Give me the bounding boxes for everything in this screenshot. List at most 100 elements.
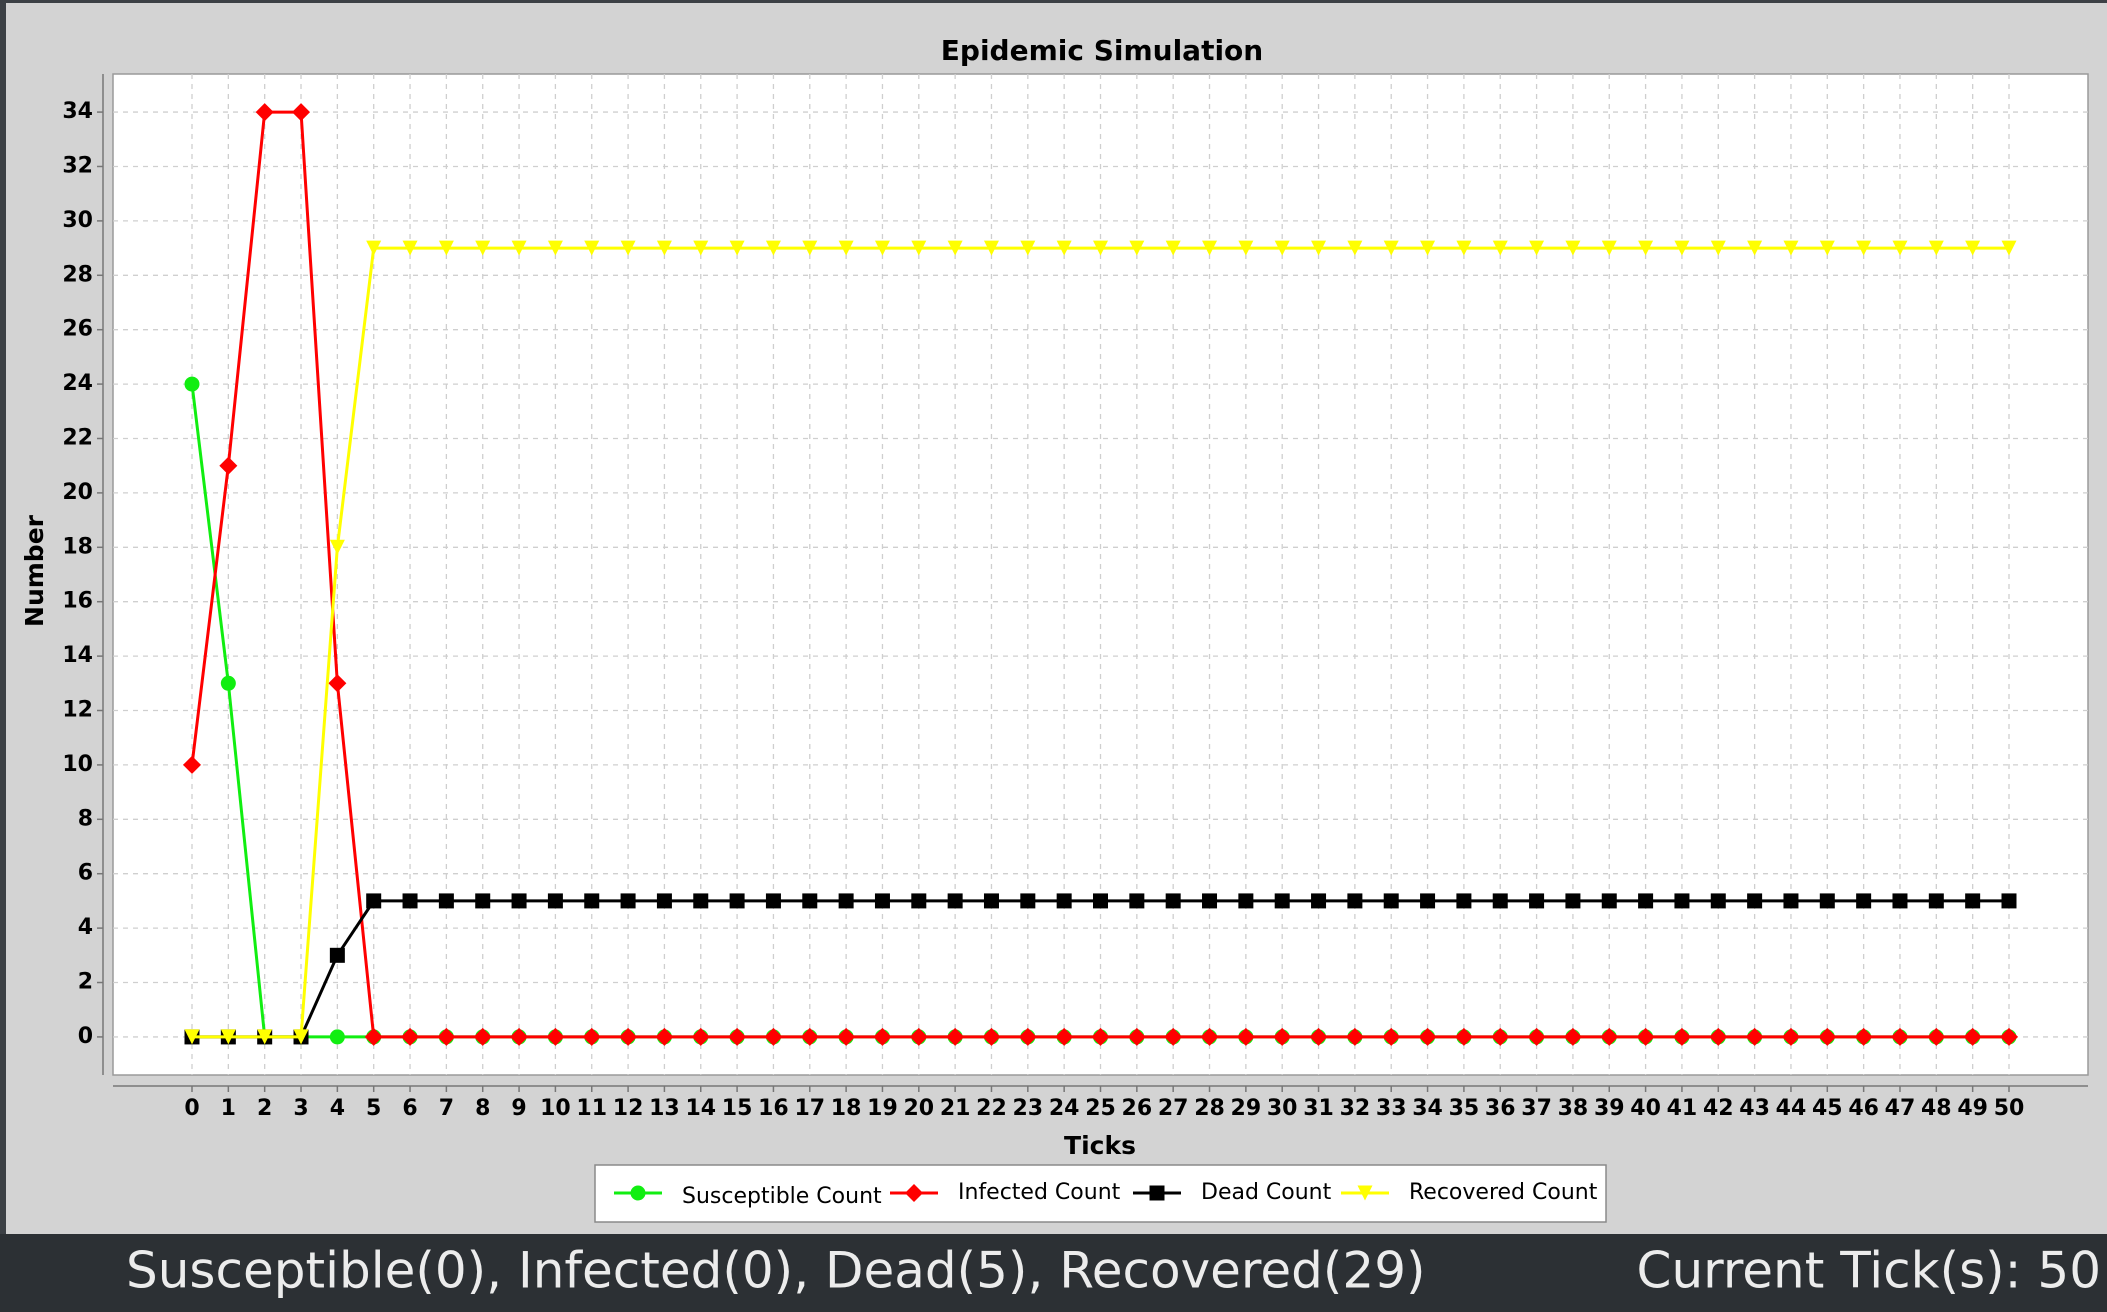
data-point bbox=[1491, 1027, 1510, 1046]
data-point bbox=[620, 893, 636, 909]
data-point bbox=[401, 1027, 420, 1046]
data-point bbox=[1527, 1027, 1546, 1046]
data-point bbox=[983, 893, 999, 909]
data-point bbox=[1274, 893, 1290, 909]
x-tick-label: 22 bbox=[976, 1096, 1007, 1121]
legend bbox=[594, 1164, 1607, 1223]
chart-title: Epidemic Simulation bbox=[941, 34, 1263, 67]
status-tick: Current Tick(s): 50 bbox=[1637, 1242, 2101, 1300]
data-point bbox=[1638, 240, 1654, 256]
data-point bbox=[693, 240, 709, 256]
data-point bbox=[1309, 1027, 1328, 1046]
x-axis-label: Ticks bbox=[1064, 1131, 1136, 1160]
x-tick-label: 13 bbox=[649, 1096, 680, 1121]
legend-label: Recovered Count bbox=[1409, 1180, 1598, 1205]
data-point bbox=[838, 893, 854, 909]
data-point bbox=[1093, 893, 1108, 909]
y-tick-label: 16 bbox=[62, 589, 93, 614]
x-tick-label: 34 bbox=[1412, 1096, 1443, 1121]
data-point bbox=[511, 240, 527, 256]
data-point bbox=[729, 893, 745, 909]
data-point bbox=[728, 1027, 747, 1046]
data-point bbox=[1347, 240, 1363, 256]
x-tick-label: 8 bbox=[475, 1096, 490, 1121]
x-tick-label: 5 bbox=[366, 1096, 381, 1121]
data-point bbox=[1818, 1027, 1837, 1046]
data-point bbox=[1383, 893, 1399, 909]
data-point bbox=[1928, 240, 1944, 256]
data-point bbox=[1345, 1027, 1364, 1046]
x-tick-label: 20 bbox=[903, 1096, 934, 1121]
data-point bbox=[1965, 240, 1981, 256]
x-tick-label: 1 bbox=[221, 1096, 236, 1121]
data-point bbox=[1311, 240, 1327, 256]
data-point bbox=[1020, 240, 1036, 256]
x-tick-label: 31 bbox=[1303, 1096, 1334, 1121]
x-tick-label: 36 bbox=[1485, 1096, 1516, 1121]
data-point bbox=[911, 240, 927, 256]
data-point bbox=[1745, 1027, 1764, 1046]
y-tick-label: 12 bbox=[62, 698, 93, 723]
x-tick-label: 27 bbox=[1158, 1096, 1189, 1121]
data-point bbox=[1129, 893, 1145, 909]
data-point bbox=[1783, 893, 1799, 909]
data-point bbox=[909, 1027, 928, 1046]
data-point bbox=[582, 1027, 601, 1046]
legend-label: Dead Count bbox=[1201, 1180, 1332, 1205]
data-point bbox=[1892, 893, 1908, 909]
x-tick-label: 11 bbox=[576, 1096, 607, 1121]
data-point bbox=[366, 240, 382, 256]
data-point bbox=[329, 539, 345, 555]
x-tick-label: 2 bbox=[257, 1096, 272, 1121]
data-point bbox=[328, 674, 347, 693]
x-tick-label: 41 bbox=[1667, 1096, 1698, 1121]
data-point bbox=[219, 456, 238, 475]
x-tick-label: 3 bbox=[293, 1096, 308, 1121]
y-tick-label: 34 bbox=[62, 99, 93, 124]
data-point bbox=[1093, 240, 1108, 256]
data-point bbox=[1273, 1027, 1292, 1046]
data-point bbox=[1420, 893, 1436, 909]
data-point bbox=[255, 103, 274, 122]
data-point bbox=[982, 1027, 1001, 1046]
data-point bbox=[1056, 240, 1072, 256]
data-point bbox=[1927, 1027, 1946, 1046]
y-tick-label: 24 bbox=[62, 371, 93, 396]
data-point bbox=[329, 947, 345, 963]
data-point bbox=[366, 893, 382, 909]
x-tick-label: 12 bbox=[613, 1096, 644, 1121]
x-tick-label: 37 bbox=[1521, 1096, 1552, 1121]
window-border bbox=[0, 0, 2107, 3]
y-tick-label: 6 bbox=[78, 861, 93, 886]
x-tick-label: 19 bbox=[867, 1096, 898, 1121]
y-tick-label: 10 bbox=[62, 752, 93, 777]
y-tick-label: 4 bbox=[78, 915, 93, 940]
y-tick-label: 18 bbox=[62, 534, 93, 559]
data-point bbox=[183, 755, 201, 774]
x-tick-label: 32 bbox=[1340, 1096, 1371, 1121]
data-point bbox=[1672, 1027, 1691, 1046]
data-point bbox=[1565, 240, 1581, 256]
x-tick-label: 4 bbox=[330, 1096, 345, 1121]
data-point bbox=[765, 893, 781, 909]
data-point bbox=[2001, 240, 2017, 256]
x-tick-label: 25 bbox=[1085, 1096, 1116, 1121]
x-tick-label: 6 bbox=[402, 1096, 417, 1121]
data-point bbox=[1529, 240, 1545, 256]
data-point bbox=[1709, 1027, 1728, 1046]
data-point bbox=[1420, 240, 1436, 256]
x-tick-label: 39 bbox=[1594, 1096, 1625, 1121]
data-point bbox=[1091, 1027, 1110, 1046]
data-point bbox=[1600, 1027, 1619, 1046]
data-point bbox=[184, 376, 200, 392]
data-point bbox=[656, 893, 672, 909]
x-tick-label: 50 bbox=[1994, 1096, 2025, 1121]
x-tick-label: 28 bbox=[1194, 1096, 1225, 1121]
data-point bbox=[1892, 240, 1908, 256]
data-point bbox=[1965, 893, 1981, 909]
y-tick-label: 32 bbox=[62, 153, 93, 178]
data-point bbox=[1601, 893, 1617, 909]
data-point bbox=[1236, 1027, 1255, 1046]
data-point bbox=[546, 1027, 565, 1046]
data-point bbox=[1418, 1027, 1437, 1046]
